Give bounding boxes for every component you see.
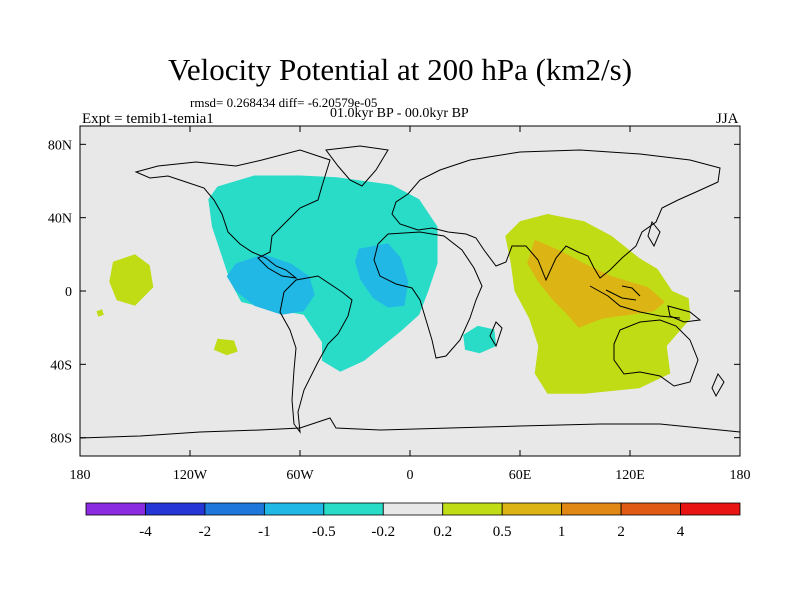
colorbar-swatch (323, 502, 384, 516)
colorbar-label: 1 (558, 524, 566, 540)
colorbar-swatch (680, 502, 741, 516)
colorbar-label: -0.5 (312, 524, 336, 540)
coastline-australia (613, 319, 699, 387)
coastline-north-america (134, 149, 331, 279)
region-indo-pacific-core (527, 239, 665, 328)
colorbar-label: 0.2 (433, 524, 452, 540)
colorbar-label: 2 (617, 524, 625, 540)
x-tick-label: 180 (70, 468, 91, 483)
x-tick-label: 180 (730, 468, 751, 483)
colorbar-swatch (145, 502, 206, 516)
chart-title: Velocity Potential at 200 hPa (km2/s) (167, 52, 633, 87)
coastline-africa (373, 231, 483, 359)
period-text: 01.0kyr BP - 00.0kyr BP (330, 106, 469, 121)
coastline-madagascar (489, 321, 503, 348)
x-tick-label: 0 (407, 468, 414, 483)
x-tick-label: 60W (286, 468, 314, 483)
colorbar-swatch (501, 502, 563, 516)
coastline-south-america (279, 275, 353, 434)
colorbar-swatch (561, 502, 622, 516)
coastline-greenland (325, 145, 389, 187)
coastline-new-guinea (667, 305, 702, 323)
colorbar-label: -0.2 (371, 524, 395, 540)
colorbar-label: -4 (139, 524, 152, 540)
region-tropical-america-core (226, 254, 315, 315)
colorbar-swatch (204, 502, 265, 516)
colorbar-label: -1 (258, 524, 271, 540)
region-north-pacific-positive (109, 254, 154, 306)
colorbar-label: 4 (677, 524, 685, 540)
coastline-new-zealand (711, 373, 725, 398)
experiment-label: Expt = temib1-temia1 (82, 111, 214, 127)
region-west-africa-core (355, 243, 409, 308)
colorbar: -4 -2 -1 -0.5 -0.2 0.2 0.5 1 2 4 (85, 502, 741, 540)
y-tick-label: 0 (65, 285, 72, 300)
coastlines (79, 145, 741, 439)
colorbar-swatch (85, 502, 146, 516)
x-tick-label: 120W (173, 468, 208, 483)
x-tick-label: 120E (615, 468, 645, 483)
x-tick-label: 60E (509, 468, 532, 483)
colorbar-swatch (620, 502, 681, 516)
season-label: JJA (716, 111, 739, 127)
coastline-eurasia (391, 149, 721, 282)
colorbar-swatch (382, 502, 444, 516)
contour-regions (96, 175, 691, 394)
axes: 180 120W 60W 0 60E 120E 180 80N 40N 0 40S 80S (48, 126, 751, 483)
coastline-antarctica (79, 417, 741, 439)
colorbar-swatch (442, 502, 503, 516)
y-tick-label: 40S (50, 358, 72, 373)
coastline-indonesia (589, 285, 681, 319)
y-tick-label: 80S (50, 432, 72, 447)
colorbar-swatch (263, 502, 325, 516)
coastline-japan (647, 220, 661, 248)
stats-text: rmsd= 0.268434 diff= -6.20579e-05 (190, 95, 378, 110)
region-atlantic-americas-negative (208, 175, 438, 372)
y-tick-label: 40N (48, 212, 72, 227)
region-tiny-pacific-dot (96, 309, 104, 317)
colorbar-label: 0.5 (493, 524, 512, 540)
y-tick-label: 80N (48, 138, 72, 153)
region-south-pacific-small (213, 338, 238, 356)
colorbar-label: -2 (199, 524, 212, 540)
region-south-indian-negative (463, 325, 497, 354)
